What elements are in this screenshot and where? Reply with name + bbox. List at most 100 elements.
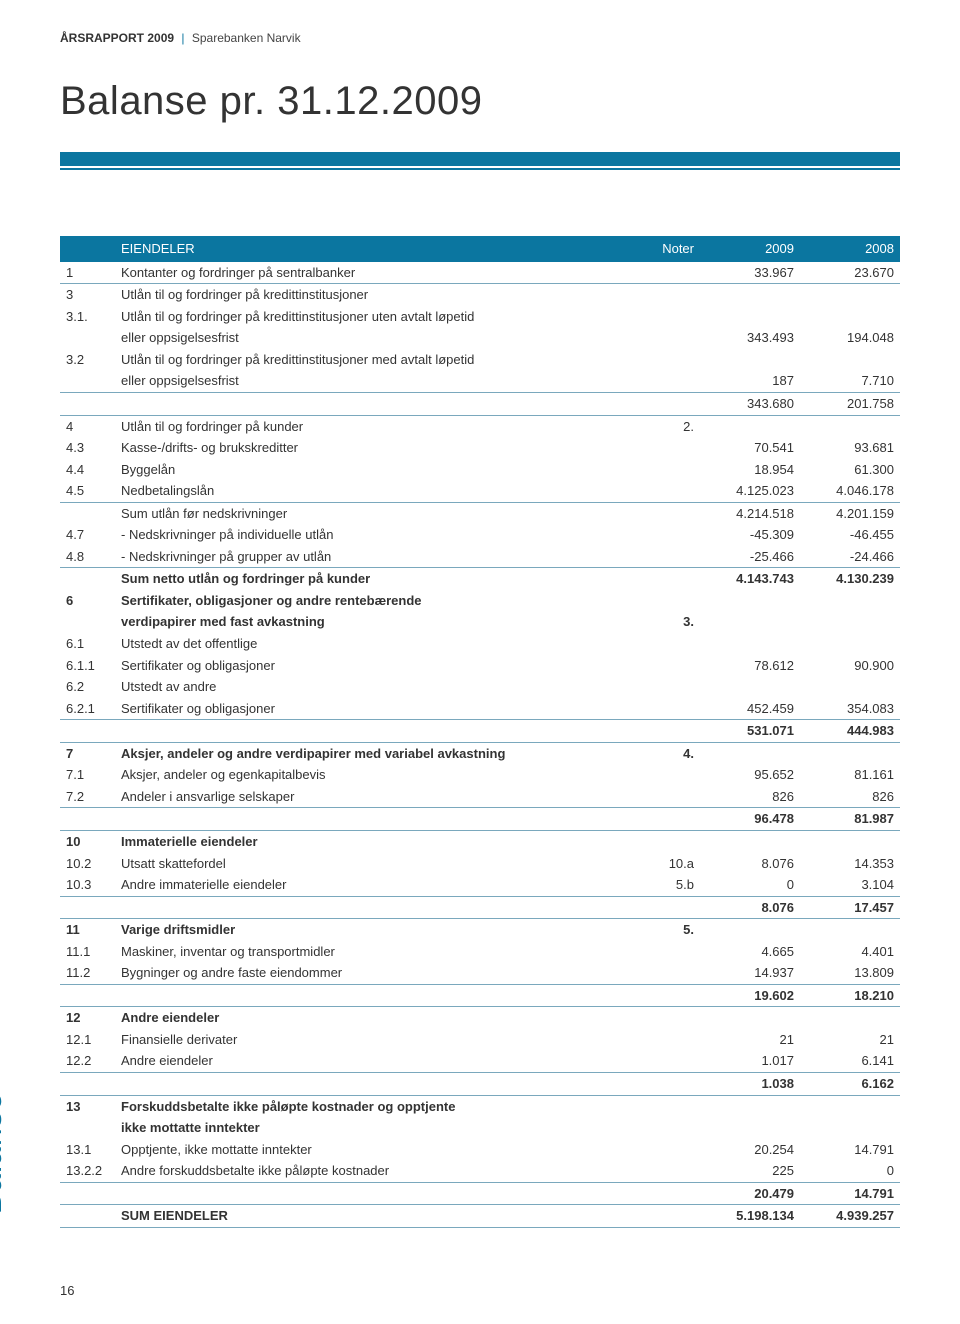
header-report: ÅRSRAPPORT 2009	[60, 31, 174, 45]
side-tab-label: Balanse	[0, 1091, 12, 1214]
table-cell	[700, 1007, 800, 1029]
table-cell: 826	[700, 786, 800, 808]
table-cell: 4.7	[60, 524, 115, 546]
table-row: 4.4Byggelån18.95461.300	[60, 459, 900, 481]
table-cell: - Nedskrivninger på grupper av utlån	[115, 546, 640, 568]
table-row: 6.1.1Sertifikater og obligasjoner78.6129…	[60, 655, 900, 677]
table-cell: 6.2.1	[60, 698, 115, 720]
table-cell	[60, 568, 115, 590]
table-cell: 4.201.159	[800, 502, 900, 524]
table-cell: 4.5	[60, 480, 115, 502]
col-head-2008: 2008	[800, 236, 900, 262]
table-header-row: EIENDELER Noter 2009 2008	[60, 236, 900, 262]
table-cell	[60, 984, 115, 1007]
table-cell	[60, 1182, 115, 1205]
table-cell	[115, 896, 640, 919]
table-cell: -46.455	[800, 524, 900, 546]
table-cell	[640, 1095, 700, 1117]
table-row: 19.60218.210	[60, 984, 900, 1007]
table-cell: 12	[60, 1007, 115, 1029]
table-cell	[800, 415, 900, 437]
table-cell: 452.459	[700, 698, 800, 720]
table-cell: 444.983	[800, 720, 900, 743]
table-cell: 6.141	[800, 1050, 900, 1072]
table-cell	[640, 676, 700, 698]
table-row: 3Utlån til og fordringer på kredittinsti…	[60, 284, 900, 306]
table-cell: 21	[700, 1029, 800, 1051]
table-cell	[640, 262, 700, 284]
table-cell	[700, 676, 800, 698]
table-row: 6.2Utstedt av andre	[60, 676, 900, 698]
table-cell: 96.478	[700, 808, 800, 831]
table-cell	[60, 1117, 115, 1139]
table-cell: Immaterielle eiendeler	[115, 830, 640, 852]
page-title: Balanse pr. 31.12.2009	[60, 74, 900, 128]
table-cell	[700, 349, 800, 371]
table-cell	[700, 415, 800, 437]
table-cell	[800, 676, 900, 698]
table-cell	[60, 502, 115, 524]
table-row: 11.2Bygninger og andre faste eiendommer1…	[60, 962, 900, 984]
header-bank: Sparebanken Narvik	[192, 31, 301, 45]
table-cell: 4.125.023	[700, 480, 800, 502]
table-row: 4.3Kasse-/drifts- og brukskreditter70.54…	[60, 437, 900, 459]
table-cell: 4.130.239	[800, 568, 900, 590]
table-row: eller oppsigelsesfrist343.493194.048	[60, 327, 900, 349]
table-cell: 354.083	[800, 698, 900, 720]
table-cell: 7	[60, 742, 115, 764]
table-cell	[800, 919, 900, 941]
table-cell	[60, 370, 115, 392]
table-cell	[800, 633, 900, 655]
table-cell: 18.210	[800, 984, 900, 1007]
table-row: 96.47881.987	[60, 808, 900, 831]
table-cell: 8.076	[700, 896, 800, 919]
table-cell	[700, 919, 800, 941]
table-cell: 13	[60, 1095, 115, 1117]
table-cell: Maskiner, inventar og transportmidler	[115, 941, 640, 963]
table-cell	[700, 590, 800, 612]
table-cell	[640, 284, 700, 306]
table-cell: Utlån til og fordringer på kredittinstit…	[115, 284, 640, 306]
table-row: 13.2.2Andre forskuddsbetalte ikke påløpt…	[60, 1160, 900, 1182]
table-cell: 14.791	[800, 1139, 900, 1161]
table-cell	[700, 284, 800, 306]
table-cell: 11	[60, 919, 115, 941]
table-cell: Sum netto utlån og fordringer på kunder	[115, 568, 640, 590]
table-cell: 6.162	[800, 1072, 900, 1095]
table-cell: 4.3	[60, 437, 115, 459]
table-row: 343.680201.758	[60, 393, 900, 416]
table-cell: 3.1.	[60, 306, 115, 328]
table-cell: 3.104	[800, 874, 900, 896]
table-cell: 21	[800, 1029, 900, 1051]
table-row: 4Utlån til og fordringer på kunder2.	[60, 415, 900, 437]
table-cell	[115, 808, 640, 831]
table-cell	[640, 459, 700, 481]
table-cell: Finansielle derivater	[115, 1029, 640, 1051]
table-cell	[115, 393, 640, 416]
table-row: 4.5Nedbetalingslån4.125.0234.046.178	[60, 480, 900, 502]
table-cell: 7.2	[60, 786, 115, 808]
table-cell	[640, 502, 700, 524]
table-cell	[640, 1160, 700, 1182]
table-cell	[700, 306, 800, 328]
table-row: 4.8- Nedskrivninger på grupper av utlån-…	[60, 546, 900, 568]
table-cell	[640, 941, 700, 963]
table-cell	[640, 896, 700, 919]
table-row: 3.1.Utlån til og fordringer på kredittin…	[60, 306, 900, 328]
table-cell: 23.670	[800, 262, 900, 284]
table-cell: 20.479	[700, 1182, 800, 1205]
table-cell	[640, 327, 700, 349]
table-cell: 225	[700, 1160, 800, 1182]
table-cell: 3.	[640, 611, 700, 633]
table-cell: Andre immaterielle eiendeler	[115, 874, 640, 896]
table-cell: 6.1	[60, 633, 115, 655]
table-cell	[640, 962, 700, 984]
table-row: 13Forskuddsbetalte ikke påløpte kostnade…	[60, 1095, 900, 1117]
table-cell: 10.3	[60, 874, 115, 896]
table-cell: 1.038	[700, 1072, 800, 1095]
table-cell: ikke mottatte inntekter	[115, 1117, 640, 1139]
table-cell	[640, 480, 700, 502]
table-cell: Andre forskuddsbetalte ikke påløpte kost…	[115, 1160, 640, 1182]
table-cell	[640, 655, 700, 677]
table-cell: 4.046.178	[800, 480, 900, 502]
